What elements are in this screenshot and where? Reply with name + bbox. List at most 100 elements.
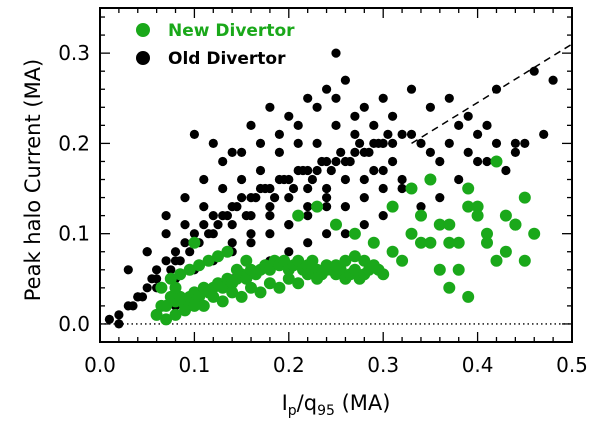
point-old-divertor [189,129,199,139]
point-old-divertor [237,174,247,185]
point-old-divertor [397,129,407,139]
point-old-divertor [350,129,360,139]
point-old-divertor [388,111,398,121]
point-old-divertor [298,165,308,176]
point-new-divertor [292,277,305,290]
point-old-divertor [482,120,492,130]
point-old-divertor [359,193,369,203]
legend-marker-old-divertor [136,51,150,65]
point-old-divertor [189,229,199,239]
x-axis-label: Ip/q95 (MA) [282,391,391,419]
point-old-divertor [345,156,355,167]
point-old-divertor [170,247,181,257]
point-old-divertor [204,229,214,239]
point-old-divertor [473,129,483,139]
point-old-divertor [322,202,332,212]
point-old-divertor [520,138,530,148]
point-old-divertor [340,174,350,185]
point-old-divertor [331,156,341,167]
point-new-divertor [471,200,484,213]
point-new-divertor [216,281,229,294]
point-new-divertor [452,263,465,276]
point-new-divertor [443,218,456,231]
point-old-divertor [284,193,294,203]
y-tick-label: 0.3 [58,41,90,65]
point-old-divertor [293,138,303,148]
point-new-divertor [169,308,182,321]
point-new-divertor [396,254,409,267]
point-old-divertor [180,220,190,230]
point-old-divertor [208,138,218,148]
x-tick-label: 0.0 [84,353,116,377]
y-tick-label: 0.1 [58,222,90,246]
point-new-divertor [405,227,418,240]
point-new-divertor [240,272,253,285]
point-old-divertor [265,229,275,239]
point-old-divertor [123,265,133,275]
point-old-divertor [312,165,322,176]
point-new-divertor [197,299,210,312]
point-old-divertor [147,274,157,284]
point-old-divertor [463,147,473,157]
x-axis-label-sub2: 95 [317,403,335,419]
point-old-divertor [218,183,228,194]
point-old-divertor [340,229,350,239]
point-new-divertor [193,290,206,303]
point-old-divertor [317,156,327,167]
point-old-divertor [227,220,237,230]
data-points [104,48,558,329]
point-new-divertor [462,182,475,195]
point-new-divertor [193,259,206,272]
point-old-divertor [350,147,360,157]
x-tick-label: 0.1 [178,353,210,377]
point-old-divertor [369,120,379,130]
point-old-divertor [350,111,360,121]
point-new-divertor [471,209,484,222]
point-old-divertor [237,147,247,157]
point-new-divertor [164,272,177,285]
point-old-divertor [284,220,294,230]
point-old-divertor [473,156,483,167]
point-old-divertor [378,183,388,194]
point-new-divertor [306,254,319,267]
y-axis-ticks: 0.0 0.1 0.2 0.3 [58,16,572,343]
point-new-divertor [216,295,229,308]
point-new-divertor [481,236,493,249]
point-old-divertor [454,174,464,185]
point-old-divertor [355,138,365,148]
point-new-divertor [348,227,361,240]
point-old-divertor [322,183,332,194]
point-old-divertor [510,147,520,157]
point-old-divertor [114,310,124,320]
point-new-divertor [245,281,257,294]
point-old-divertor [388,138,398,148]
point-new-divertor [292,254,305,267]
point-old-divertor [161,229,171,239]
plot-frame [99,7,573,343]
point-old-divertor [255,165,266,176]
point-old-divertor [246,229,256,239]
point-old-divertor [307,174,317,185]
point-old-divertor [232,202,242,212]
point-new-divertor [301,268,314,281]
point-old-divertor [383,129,393,139]
point-old-divertor [312,102,322,112]
point-new-divertor [443,281,456,294]
point-new-divertor [330,259,342,272]
point-new-divertor [377,268,390,281]
point-new-divertor [311,272,324,285]
point-old-divertor [482,156,492,167]
point-old-divertor [246,120,256,130]
point-old-divertor [539,129,549,139]
point-old-divertor [378,93,388,103]
point-old-divertor [274,129,284,139]
point-old-divertor [331,120,341,130]
point-new-divertor [183,263,196,276]
point-old-divertor [454,120,464,130]
x-axis-label-main: I [282,391,288,415]
point-new-divertor [207,290,220,303]
point-new-divertor [499,209,512,222]
point-new-divertor [160,313,173,326]
point-old-divertor [137,292,148,302]
point-old-divertor [322,84,332,94]
